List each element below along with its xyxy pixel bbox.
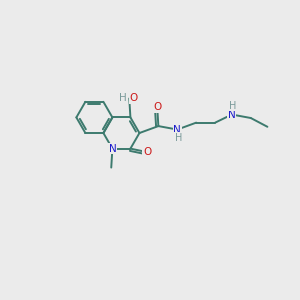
- Text: N: N: [228, 110, 236, 119]
- Text: H: H: [175, 133, 182, 142]
- Text: H: H: [229, 101, 236, 111]
- Text: O: O: [153, 102, 161, 112]
- Text: O: O: [143, 147, 151, 157]
- Text: H: H: [119, 94, 127, 103]
- Text: N: N: [173, 124, 181, 135]
- Text: N: N: [109, 144, 116, 154]
- Text: O: O: [130, 94, 138, 103]
